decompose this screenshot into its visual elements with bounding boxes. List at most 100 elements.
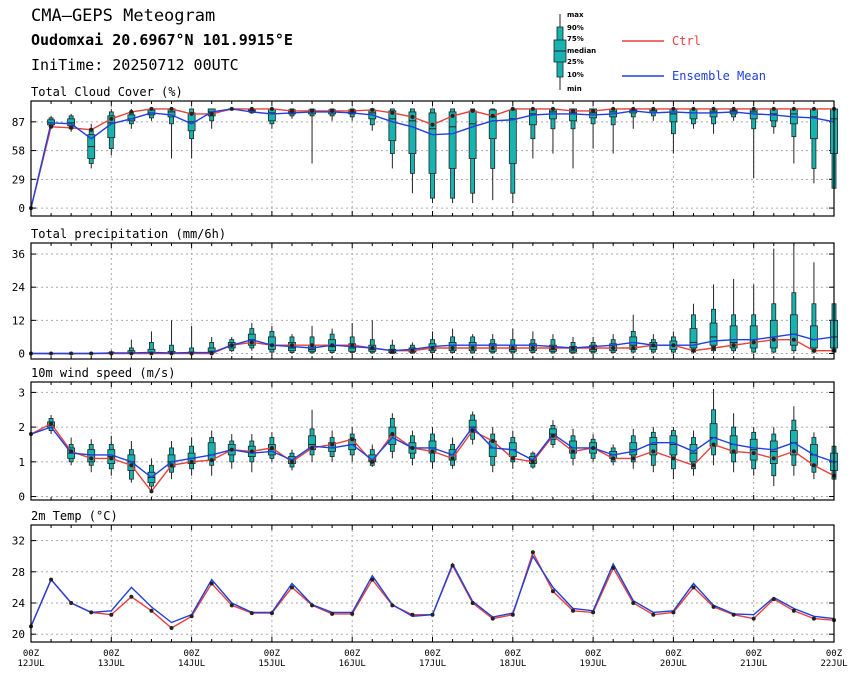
box-plot bbox=[107, 108, 116, 156]
x-tick-label: 00Z bbox=[103, 649, 120, 659]
ctrl-point bbox=[470, 601, 475, 605]
x-tick-label: 00Z bbox=[424, 649, 441, 659]
legend-label: Ctrl bbox=[672, 34, 701, 48]
ctrl-point bbox=[330, 442, 335, 447]
key-label: 10% bbox=[567, 71, 584, 79]
y-tick-label: 2 bbox=[18, 421, 25, 434]
x-tick-label: 00Z bbox=[585, 649, 602, 659]
ctrl-point bbox=[751, 106, 756, 111]
x-tick-label: 19JUL bbox=[580, 659, 607, 669]
ctrl-point bbox=[591, 108, 596, 113]
box-plot bbox=[468, 108, 477, 204]
ensemble-mean-line bbox=[30, 426, 835, 479]
ctrl-point bbox=[430, 612, 435, 617]
box-plot bbox=[267, 108, 276, 129]
ctrl-point bbox=[671, 610, 676, 615]
ctrl-point bbox=[651, 612, 656, 617]
box-plot bbox=[187, 325, 196, 354]
ctrl-point bbox=[430, 449, 435, 454]
box-plot bbox=[428, 331, 437, 354]
ctrl-point bbox=[510, 345, 515, 350]
ctrl-point bbox=[571, 449, 576, 454]
ctrl-point bbox=[49, 124, 54, 129]
box-plot bbox=[488, 334, 497, 354]
ctrl-point bbox=[510, 106, 515, 111]
box-inner bbox=[468, 110, 477, 159]
box-inner bbox=[709, 322, 718, 346]
box-inner bbox=[669, 435, 678, 456]
ctrl-point bbox=[89, 127, 94, 132]
ctrl-point bbox=[310, 603, 315, 608]
box-inner bbox=[749, 325, 758, 349]
ctrl-point bbox=[69, 351, 74, 356]
ctrl-point bbox=[289, 108, 294, 113]
ctrl-point bbox=[209, 111, 214, 116]
key-label: max bbox=[567, 11, 584, 19]
ctrl-point bbox=[189, 459, 194, 464]
y-tick-label: 24 bbox=[12, 281, 26, 294]
key-label: median bbox=[567, 47, 596, 55]
box-plot bbox=[689, 430, 698, 476]
ctrl-point bbox=[350, 343, 355, 348]
y-tick-label: 12 bbox=[12, 314, 25, 327]
box-inner bbox=[127, 454, 136, 471]
x-tick-label: 20JUL bbox=[660, 659, 687, 669]
ctrl-point bbox=[450, 113, 455, 118]
box-plot bbox=[408, 108, 417, 194]
ctrl-point bbox=[350, 108, 355, 113]
ctrl-point bbox=[149, 106, 154, 111]
panel-2: Total precipitation (mm/6h) 0 12 24 36 bbox=[12, 227, 838, 360]
y-tick-label: 32 bbox=[12, 535, 25, 548]
ctrl-point bbox=[390, 110, 395, 115]
box-inner bbox=[87, 449, 96, 463]
box-plot bbox=[167, 320, 176, 354]
x-tick-label: 15JUL bbox=[258, 659, 285, 669]
ctrl-point bbox=[249, 106, 254, 111]
ctrl-point bbox=[410, 348, 415, 353]
ctrl-point bbox=[109, 456, 114, 461]
y-tick-label: 24 bbox=[12, 597, 26, 610]
ctrl-point bbox=[731, 106, 736, 111]
legend: Ctrl Ensemble Mean bbox=[622, 34, 766, 83]
panel-frame bbox=[30, 242, 835, 360]
box-plot bbox=[147, 331, 156, 354]
box-plot bbox=[609, 108, 618, 154]
box-plot-key: max 90% 75% median 25% 10% min bbox=[553, 11, 596, 93]
ctrl-point bbox=[269, 611, 274, 616]
box-inner bbox=[448, 111, 457, 169]
ctrl-point bbox=[109, 351, 114, 356]
y-tick-label: 28 bbox=[12, 566, 25, 579]
panel-1: Total Cloud Cover (%) 0 29 58 87 bbox=[12, 85, 838, 217]
ctrl-point bbox=[691, 585, 696, 590]
y-tick-label: 29 bbox=[12, 173, 25, 186]
ctrl-point bbox=[89, 456, 94, 461]
ctrl-point bbox=[470, 108, 475, 113]
x-tick-label: 18JUL bbox=[499, 659, 526, 669]
key-label: 75% bbox=[567, 35, 584, 43]
panel-frame bbox=[30, 381, 835, 501]
box-plot bbox=[247, 323, 256, 351]
ctrl-point bbox=[631, 601, 636, 605]
ctrl-point bbox=[49, 351, 54, 356]
box-inner bbox=[789, 314, 798, 346]
ctrl-point bbox=[450, 345, 455, 350]
ctrl-point bbox=[490, 345, 495, 350]
x-tick-label: 00Z bbox=[505, 649, 522, 659]
ctrl-point bbox=[129, 463, 134, 468]
ctrl-point bbox=[711, 106, 716, 111]
box-inner bbox=[769, 440, 778, 464]
ctrl-point bbox=[591, 610, 596, 615]
x-tick-label: 00Z bbox=[23, 649, 40, 659]
ctrl-point bbox=[671, 456, 676, 461]
y-tick-label: 0 bbox=[18, 202, 25, 215]
box-plot bbox=[709, 388, 718, 466]
key-label: min bbox=[567, 85, 582, 93]
ctrl-point bbox=[269, 445, 274, 450]
ctrl-point bbox=[129, 109, 134, 114]
ctrl-point bbox=[671, 106, 676, 111]
box-plot bbox=[789, 406, 798, 476]
box-plot bbox=[629, 428, 638, 469]
ctrl-point bbox=[370, 459, 375, 464]
x-tick-label: 00Z bbox=[183, 649, 200, 659]
y-tick-label: 1 bbox=[18, 456, 25, 469]
